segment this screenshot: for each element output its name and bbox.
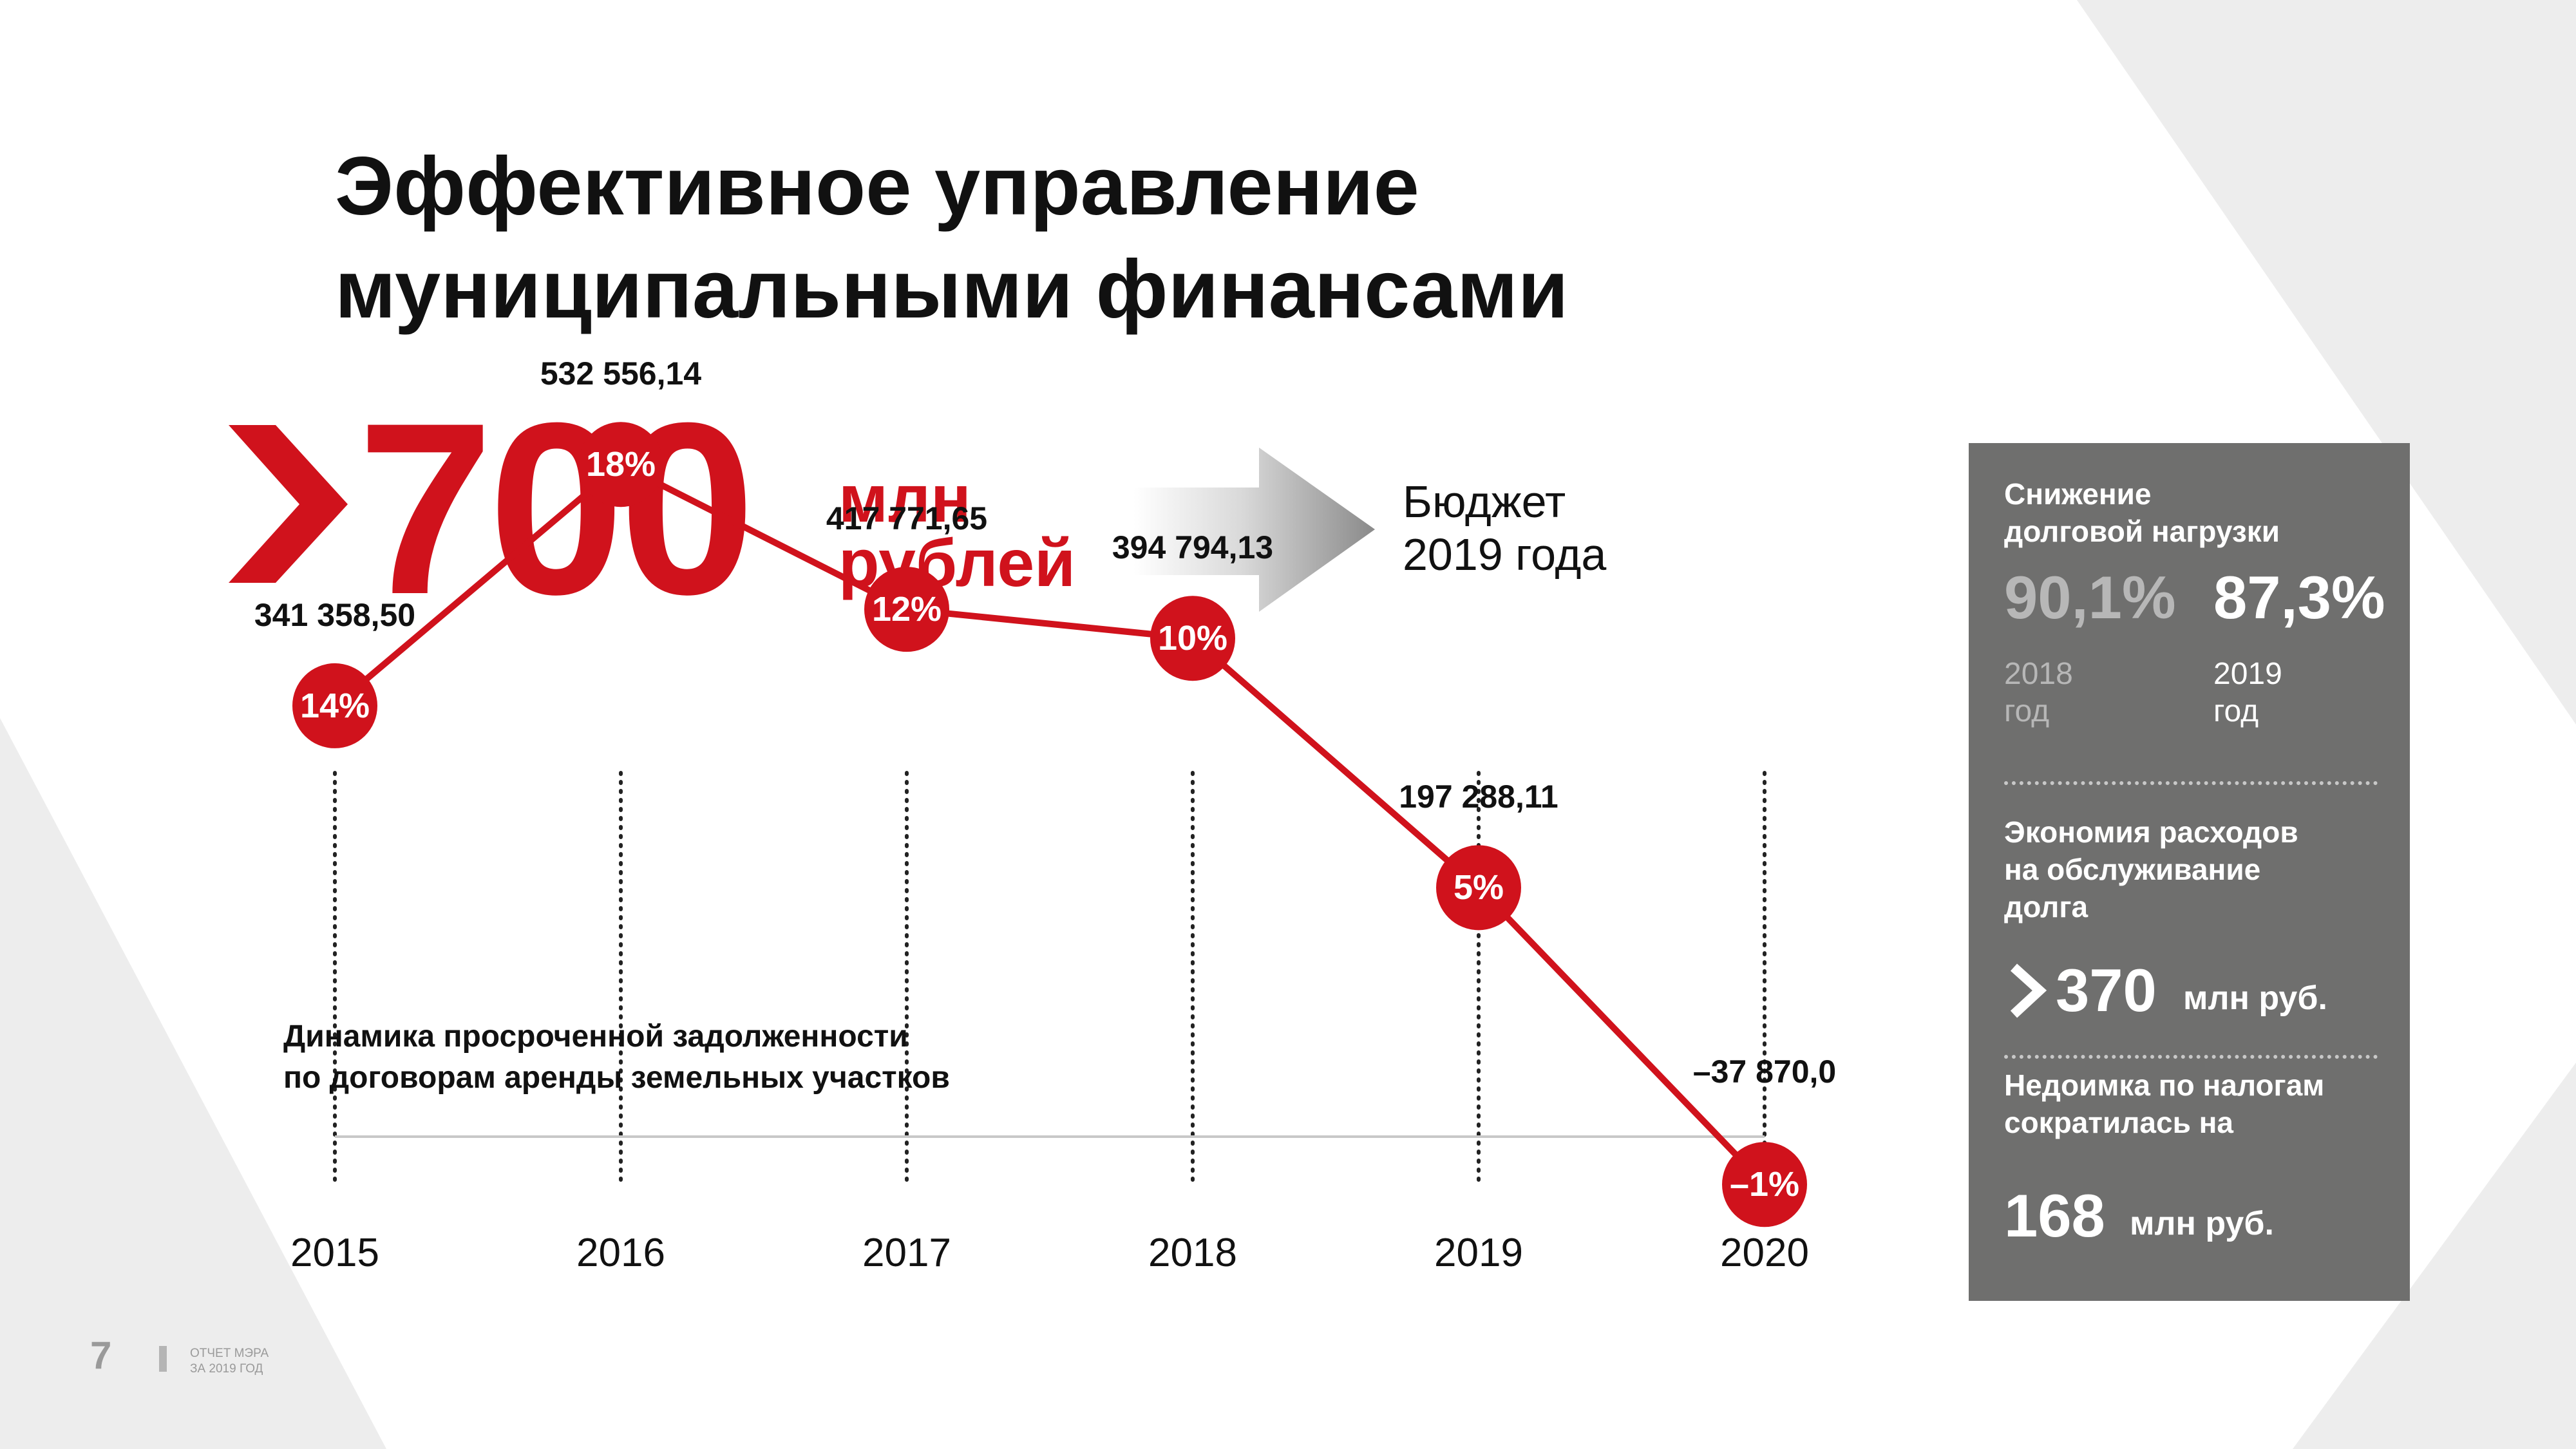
savings-heading-line-2: на обслуживание <box>2004 853 2261 886</box>
value-label-2020: –37 870,0 <box>1692 1054 1837 1090</box>
value-label-2017: 417 771,65 <box>826 500 988 537</box>
bg-shape-bottom-right <box>2293 1063 2576 1449</box>
savings-heading: Экономия расходов на обслуживание долга <box>2004 813 2298 925</box>
x-tick-label-2016: 2016 <box>576 1231 665 1275</box>
title-line-1: Эффективное управление <box>335 140 1419 232</box>
footer-divider <box>159 1346 167 1372</box>
series-line <box>332 461 1767 1187</box>
data-point-2016 <box>578 422 663 507</box>
headline-value: 700 <box>357 372 755 645</box>
x-tick-label-2015: 2015 <box>290 1231 379 1275</box>
percent-label-2018: 10% <box>1157 619 1228 658</box>
savings-unit: млн руб. <box>2183 980 2327 1017</box>
summary-panel: Снижение долговой нагрузки 90,1% 87,3% 2… <box>1969 443 2410 1301</box>
data-point-2018 <box>1150 596 1235 681</box>
data-point-2019 <box>1436 845 1521 931</box>
page-title: Эффективное управление муниципальными фи… <box>335 135 1568 341</box>
arrears-unit: млн руб. <box>2130 1205 2274 1242</box>
year-2018-label: 2018 год <box>2004 656 2073 730</box>
x-tick-label-2019: 2019 <box>1434 1231 1523 1275</box>
savings-value: 370 <box>2056 956 2157 1024</box>
savings-heading-line-1: Экономия расходов <box>2004 815 2298 849</box>
x-tick-label-2017: 2017 <box>862 1231 951 1275</box>
percent-label-2017: 12% <box>871 590 942 629</box>
data-point-2017 <box>864 567 949 652</box>
value-label-2015: 341 358,50 <box>254 596 416 633</box>
value-label-2018: 394 794,13 <box>1112 529 1274 566</box>
arrears-heading-line-1: Недоимка по налогам <box>2004 1068 2325 1102</box>
percent-label-2015: 14% <box>299 686 370 725</box>
debt-load-heading-line-1: Снижение <box>2004 477 2152 511</box>
footer-text-line-2: ЗА 2019 ГОД <box>190 1362 263 1376</box>
bg-shape-top-right <box>2077 0 2576 724</box>
greater-than-icon <box>229 425 348 583</box>
arrears-heading: Недоимка по налогам сократилась на <box>2004 1066 2324 1141</box>
budget-label: Бюджет 2019 года <box>1403 475 1606 581</box>
x-tick-label-2018: 2018 <box>1148 1231 1237 1275</box>
savings-heading-line-3: долга <box>2004 890 2088 923</box>
chart-caption: Динамика просроченной задолженности по д… <box>283 1016 950 1099</box>
arrears-value: 168 <box>2004 1182 2105 1249</box>
data-point-2020 <box>1722 1142 1807 1227</box>
chart-caption-line-1: Динамика просроченной задолженности <box>283 1019 908 1054</box>
gradient-arrow <box>1133 448 1375 612</box>
footer-text: ОТЧЕТ МЭРА ЗА 2019 ГОД <box>190 1346 269 1377</box>
x-tick-label-2020: 2020 <box>1720 1231 1809 1275</box>
percent-label-2016: 18% <box>585 445 656 484</box>
page-number: 7 <box>90 1334 112 1377</box>
title-line-2: муниципальными финансами <box>335 243 1569 336</box>
bg-shape-bottom-left <box>0 718 386 1449</box>
year-2018-label-line-1: 2018 <box>2004 657 2073 691</box>
budget-label-line-1: Бюджет <box>1403 477 1566 527</box>
footer-text-line-1: ОТЧЕТ МЭРА <box>190 1347 269 1360</box>
debt-load-heading-line-2: долговой нагрузки <box>2004 515 2280 548</box>
chart-caption-line-2: по договорам аренды земельных участков <box>283 1061 950 1095</box>
debt-load-heading: Снижение долговой нагрузки <box>2004 475 2280 550</box>
year-2019-label-line-2: год <box>2213 694 2259 728</box>
arrears-heading-line-2: сократилась на <box>2004 1106 2234 1139</box>
year-2019-label: 2019 год <box>2213 656 2282 730</box>
value-label-2019: 197 288,11 <box>1399 779 1558 815</box>
value-label-2016: 532 556,14 <box>540 355 702 392</box>
year-2018-label-line-2: год <box>2004 694 2050 728</box>
debt-load-2018-value: 90,1% <box>2004 564 2176 631</box>
debt-load-2019-value: 87,3% <box>2213 564 2385 631</box>
percent-label-2020: –1% <box>1729 1165 1800 1204</box>
headline-unit-line-1: млн <box>838 462 971 536</box>
greater-than-icon <box>2010 963 2047 1018</box>
data-point-2015 <box>292 663 377 748</box>
panel-divider <box>2004 1055 2378 1059</box>
percent-label-2019: 5% <box>1453 868 1504 907</box>
panel-divider <box>2004 781 2378 785</box>
budget-label-line-2: 2019 года <box>1403 529 1607 580</box>
headline-unit: млн рублей <box>838 462 1075 597</box>
year-2019-label-line-1: 2019 <box>2213 657 2282 691</box>
